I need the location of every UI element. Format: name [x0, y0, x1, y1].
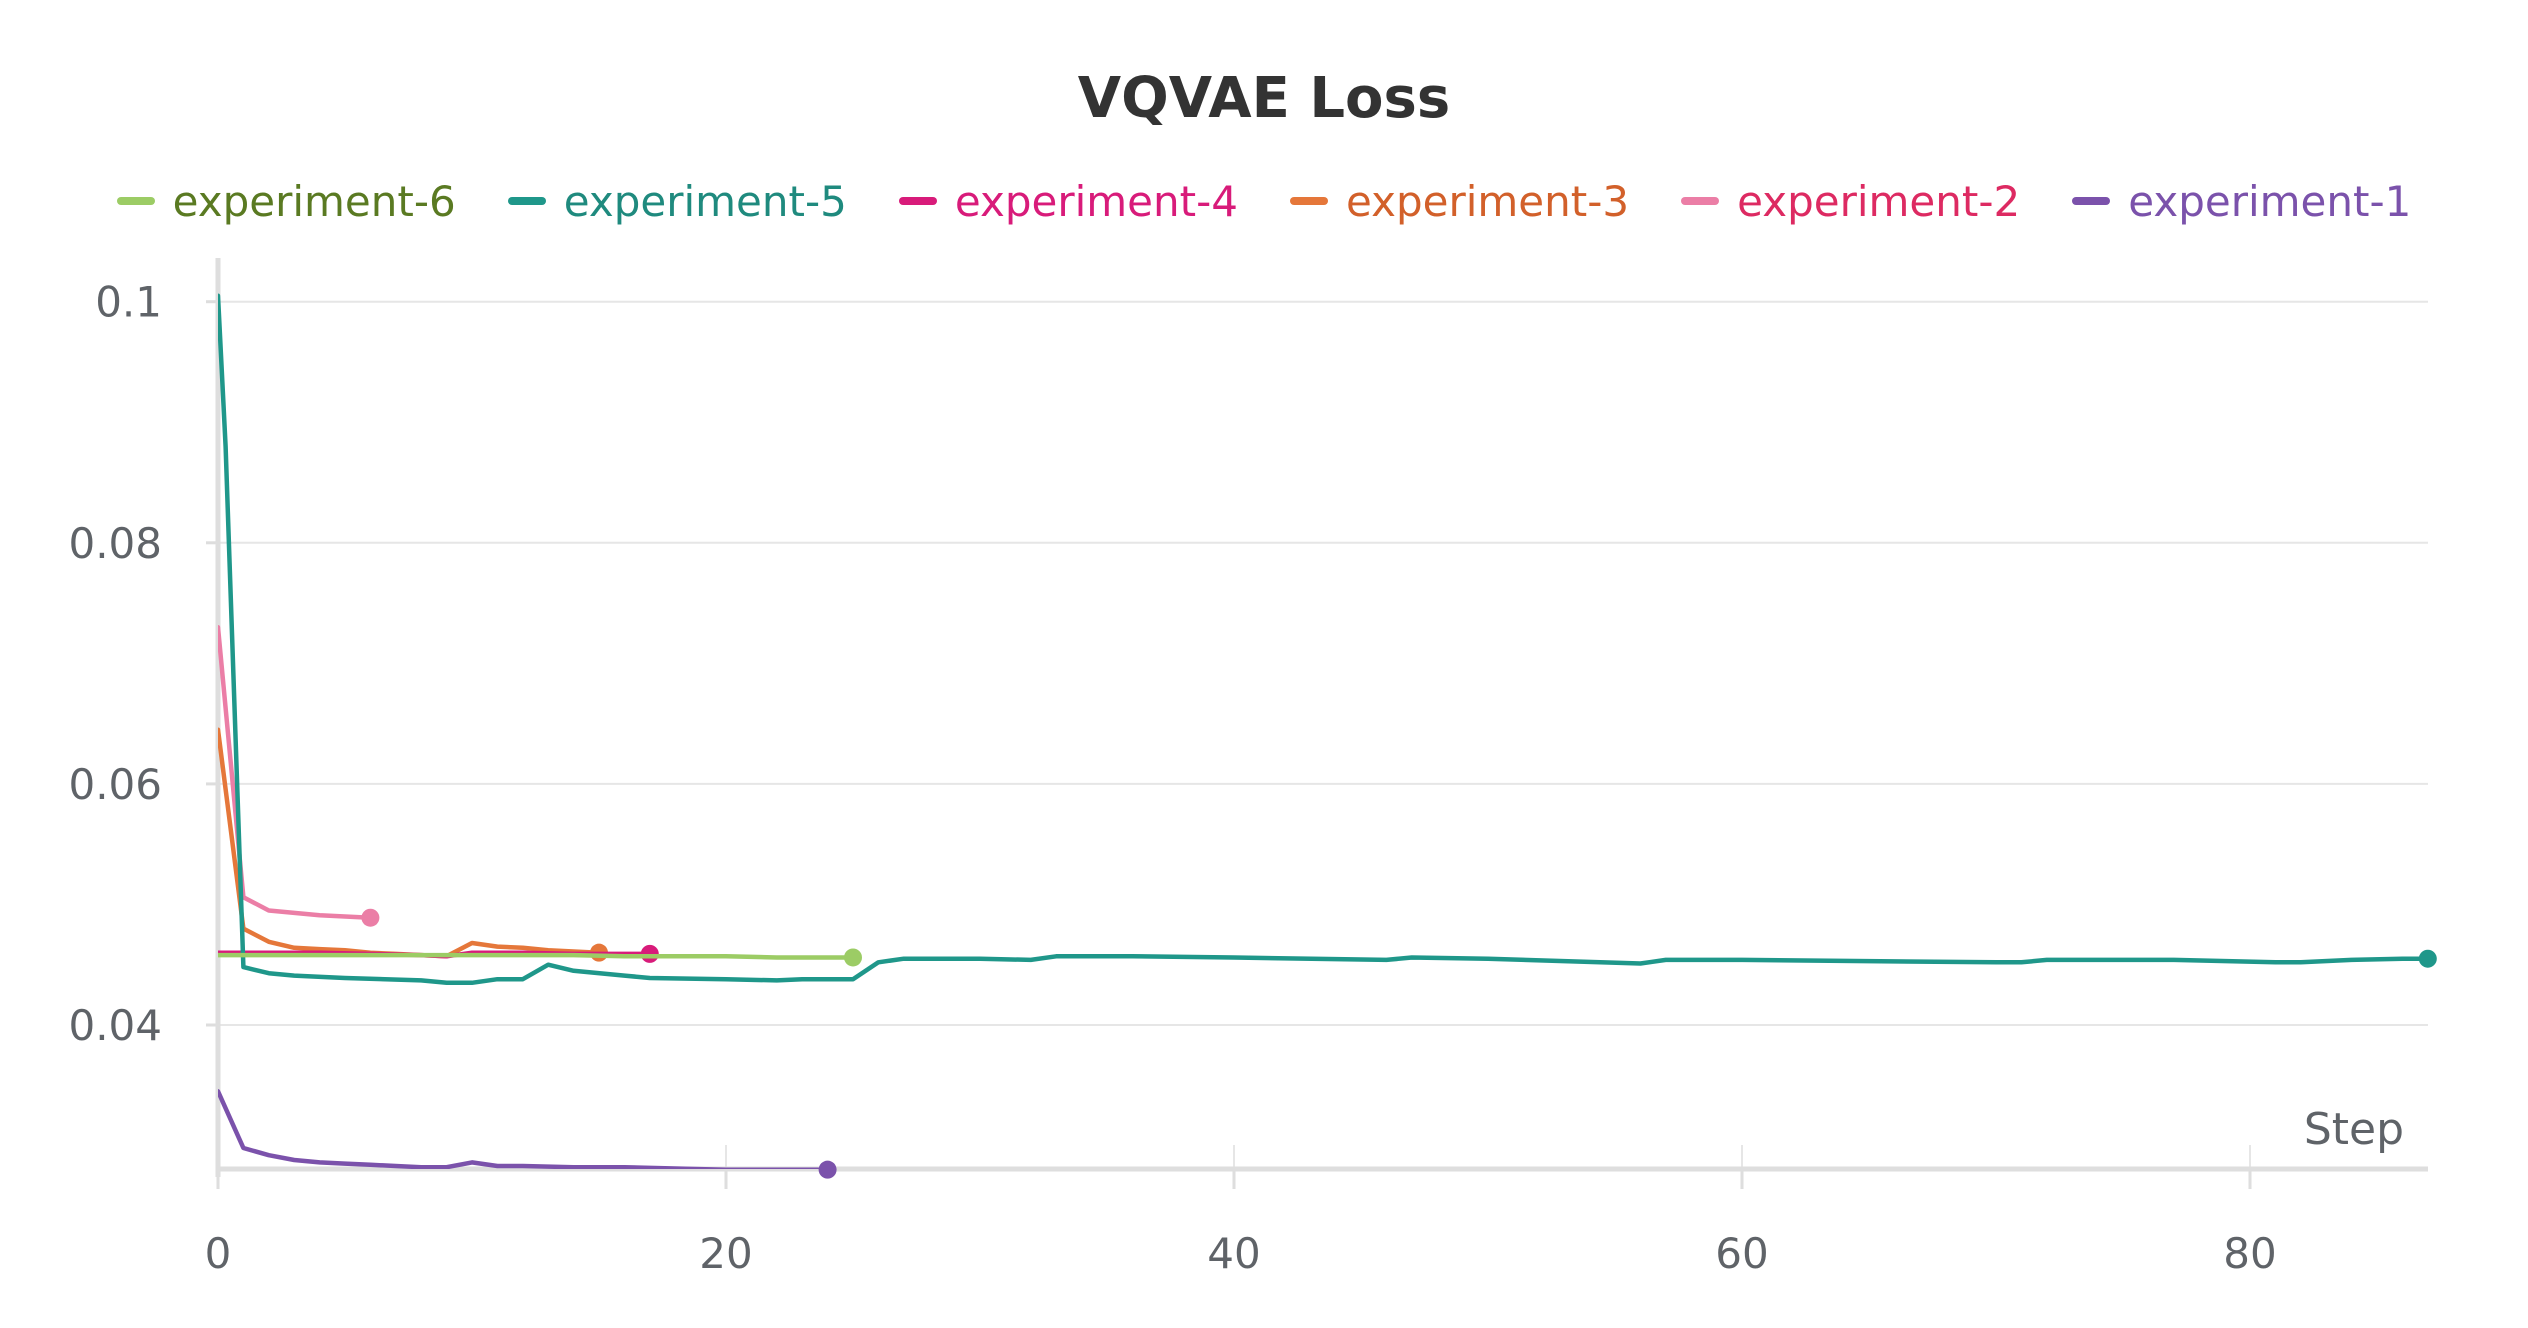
- y-tick-label: 0.04: [68, 1001, 162, 1050]
- legend-swatch: [1681, 197, 1720, 205]
- legend: experiment-6 experiment-5 experiment-4 expe…: [0, 166, 2528, 226]
- legend-swatch: [2072, 197, 2111, 205]
- legend-swatch: [116, 197, 155, 205]
- legend-swatch: [507, 197, 546, 205]
- x-tick-label: 60: [1715, 1229, 1768, 1278]
- legend-label: experiment-2: [1737, 176, 2021, 226]
- series-end-point-experiment-1: [818, 1160, 837, 1179]
- series-end-point-experiment-4: [640, 944, 659, 963]
- legend-label: experiment-4: [954, 176, 1238, 226]
- series-end-point-experiment-6: [844, 948, 862, 967]
- legend-label: experiment-3: [1346, 176, 1630, 226]
- x-tick-label: 20: [699, 1229, 752, 1278]
- series-line-experiment-2: [218, 624, 373, 920]
- series-line-experiment-5: [218, 293, 2431, 986]
- legend-swatch: [1290, 197, 1328, 205]
- series-line-experiment-3: [218, 727, 602, 959]
- legend-item-experiment-2[interactable]: experiment-2: [1681, 177, 2020, 226]
- x-tick-label: 80: [2223, 1229, 2276, 1278]
- legend-item-experiment-4[interactable]: experiment-4: [898, 176, 1238, 226]
- legend-item-experiment-5[interactable]: experiment-5: [507, 176, 847, 226]
- legend-label: experiment-1: [2128, 176, 2412, 226]
- y-tick-label: 0.1: [95, 278, 162, 327]
- x-axis-label: Step: [2304, 1104, 2404, 1155]
- x-tick-label: 40: [1207, 1229, 1260, 1278]
- series-end-point-experiment-5: [2418, 949, 2437, 968]
- legend-item-experiment-1[interactable]: experiment-1: [2072, 177, 2411, 226]
- legend-item-experiment-3[interactable]: experiment-3: [1290, 177, 1629, 226]
- y-tick-label: 0.06: [68, 760, 162, 809]
- series-line-experiment-1: [218, 1089, 830, 1169]
- legend-swatch: [898, 197, 937, 205]
- legend-label: experiment-6: [172, 176, 456, 226]
- series-line-experiment-6: [218, 952, 856, 960]
- x-tick-label: 0: [205, 1229, 232, 1278]
- chart-title: VQVAE Loss: [1077, 66, 1451, 131]
- y-tick-label: 0.08: [68, 519, 162, 568]
- legend-item-experiment-6[interactable]: experiment-6: [116, 176, 456, 226]
- series-end-point-experiment-2: [361, 908, 380, 927]
- legend-label: experiment-5: [563, 176, 847, 226]
